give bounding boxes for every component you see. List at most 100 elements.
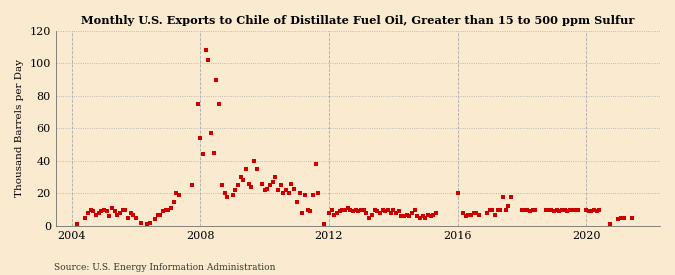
- Point: [289, 186, 300, 191]
- Point: [497, 194, 508, 199]
- Point: [342, 206, 353, 210]
- Point: [173, 193, 184, 197]
- Point: [409, 207, 420, 212]
- Point: [356, 207, 367, 212]
- Point: [142, 222, 153, 227]
- Point: [530, 207, 541, 212]
- Point: [591, 209, 602, 213]
- Point: [458, 211, 468, 215]
- Point: [85, 207, 96, 212]
- Point: [232, 183, 243, 188]
- Point: [230, 188, 240, 192]
- Point: [123, 216, 134, 220]
- Point: [171, 191, 182, 196]
- Point: [107, 206, 117, 210]
- Point: [131, 216, 142, 220]
- Point: [195, 136, 206, 140]
- Point: [217, 183, 227, 188]
- Point: [278, 191, 289, 196]
- Point: [310, 162, 321, 166]
- Point: [340, 207, 350, 212]
- Point: [200, 48, 211, 53]
- Point: [358, 207, 369, 212]
- Point: [334, 209, 345, 213]
- Point: [412, 214, 423, 218]
- Point: [551, 207, 562, 212]
- Point: [372, 209, 383, 213]
- Point: [101, 209, 112, 213]
- Point: [308, 193, 319, 197]
- Point: [350, 207, 361, 212]
- Point: [567, 207, 578, 212]
- Point: [248, 159, 259, 163]
- Point: [500, 207, 511, 212]
- Point: [557, 207, 568, 212]
- Point: [369, 207, 380, 212]
- Point: [388, 207, 399, 212]
- Point: [270, 175, 281, 179]
- Point: [385, 211, 396, 215]
- Point: [468, 211, 479, 215]
- Point: [72, 222, 82, 227]
- Point: [109, 209, 120, 213]
- Point: [126, 211, 136, 215]
- Point: [187, 183, 198, 188]
- Point: [192, 102, 203, 106]
- Point: [117, 207, 128, 212]
- Point: [88, 209, 99, 213]
- Point: [246, 185, 256, 189]
- Point: [203, 58, 214, 62]
- Point: [406, 211, 417, 215]
- Point: [136, 221, 147, 225]
- Point: [326, 207, 337, 212]
- Point: [256, 182, 267, 186]
- Point: [149, 217, 160, 222]
- Point: [198, 152, 209, 156]
- Point: [396, 214, 406, 218]
- Point: [564, 207, 575, 212]
- Point: [543, 207, 554, 212]
- Point: [284, 191, 294, 196]
- Point: [281, 188, 292, 192]
- Point: [292, 199, 302, 204]
- Point: [503, 204, 514, 209]
- Point: [428, 212, 439, 217]
- Point: [616, 216, 626, 220]
- Point: [474, 212, 485, 217]
- Point: [487, 207, 497, 212]
- Point: [144, 221, 155, 225]
- Point: [425, 214, 436, 218]
- Point: [420, 216, 431, 220]
- Point: [361, 211, 372, 215]
- Point: [297, 211, 308, 215]
- Point: [331, 211, 342, 215]
- Point: [471, 211, 482, 215]
- Point: [206, 131, 217, 136]
- Point: [262, 186, 273, 191]
- Point: [211, 78, 222, 82]
- Point: [466, 212, 477, 217]
- Point: [302, 207, 313, 212]
- Point: [348, 209, 358, 213]
- Point: [431, 211, 441, 215]
- Point: [572, 207, 583, 212]
- Point: [305, 209, 316, 213]
- Point: [546, 207, 557, 212]
- Point: [489, 212, 500, 217]
- Point: [163, 207, 173, 212]
- Point: [267, 180, 278, 184]
- Point: [519, 207, 530, 212]
- Point: [570, 207, 580, 212]
- Point: [626, 216, 637, 220]
- Point: [562, 209, 572, 213]
- Point: [589, 207, 599, 212]
- Text: Source: U.S. Energy Information Administration: Source: U.S. Energy Information Administ…: [54, 263, 275, 271]
- Point: [265, 183, 275, 188]
- Point: [80, 216, 90, 220]
- Point: [364, 216, 375, 220]
- Point: [506, 194, 516, 199]
- Point: [495, 207, 506, 212]
- Point: [417, 214, 428, 218]
- Point: [294, 191, 305, 196]
- Point: [160, 207, 171, 212]
